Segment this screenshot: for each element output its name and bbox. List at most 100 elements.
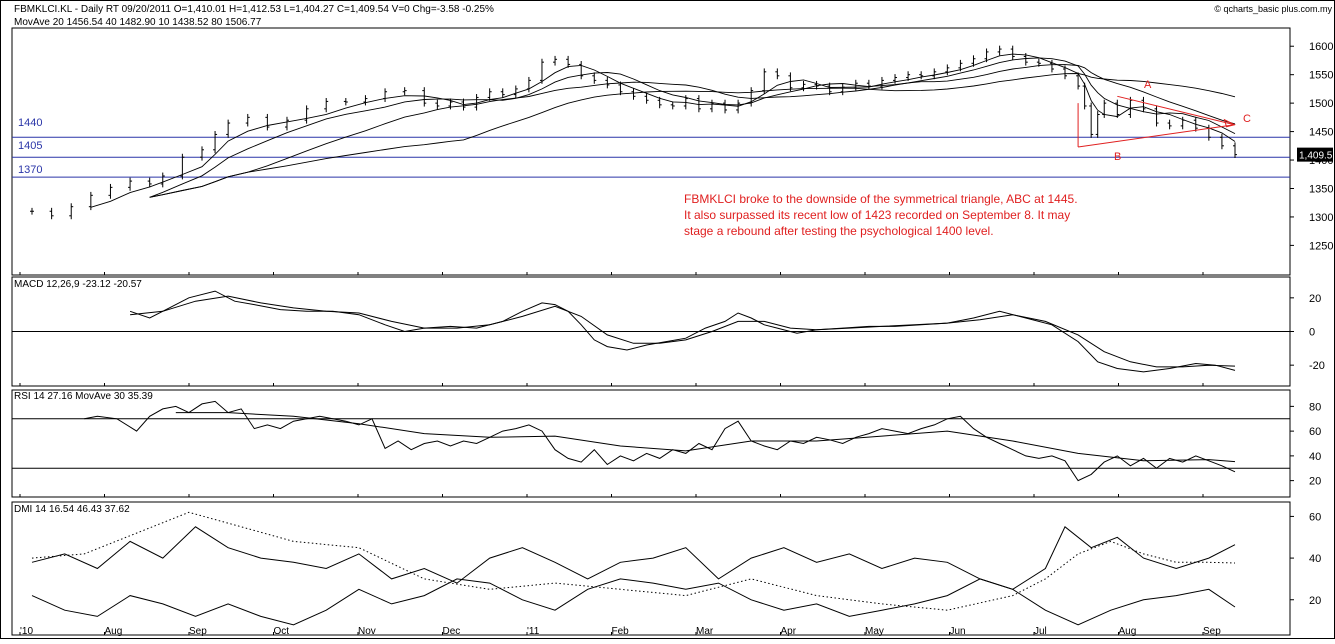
price-bar: [749, 87, 754, 107]
price-bar: [363, 95, 368, 106]
price-bar: [906, 71, 911, 81]
price-bar: [801, 80, 806, 92]
month-label: Dec: [443, 626, 461, 637]
month-label: Oct: [274, 626, 290, 637]
annotation-line-1: FBMKLCI broke to the downside of the sym…: [684, 192, 1078, 206]
month-label: May: [865, 626, 884, 637]
month-label: Jul: [1034, 626, 1047, 637]
symbol-header: FBMKLCI.KL - Daily RT 09/20/2011 O=1,410…: [14, 4, 494, 15]
price-bar: [696, 95, 701, 113]
price-bar: [435, 99, 440, 110]
price-bar: [1233, 142, 1237, 159]
price-bar: [618, 81, 623, 96]
price-ytick-label: 1600: [1309, 41, 1333, 53]
price-bar: [775, 68, 780, 80]
price-bar: [723, 99, 728, 114]
price-bar: [853, 79, 858, 91]
month-label: Feb: [612, 626, 630, 637]
triangle-apex-arrow: [1223, 118, 1236, 128]
price-bar: [226, 119, 231, 138]
price-bar: [1076, 72, 1081, 90]
price-ytick-label: 1300: [1309, 212, 1333, 224]
price-bar: [1089, 102, 1094, 138]
price-bar: [945, 64, 950, 76]
macd-ytick-label: 20: [1309, 293, 1321, 305]
price-bar: [631, 88, 636, 100]
price-bar: [566, 55, 571, 68]
price-bar: [762, 68, 767, 95]
month-label: '11: [527, 626, 540, 637]
moving-average-20: [149, 57, 1236, 198]
price-bar: [866, 79, 871, 90]
price-bar: [69, 203, 74, 220]
price-bar: [605, 76, 610, 89]
price-bar: [526, 76, 531, 93]
price-bar: [284, 116, 289, 131]
dmi-series-2: [31, 526, 1236, 590]
price-bar: [709, 99, 714, 113]
annotation-line-2: It also surpassed its recent low of 1423…: [684, 208, 1070, 222]
rsi-series-rsi14: [84, 400, 1236, 482]
price-bar: [683, 95, 688, 110]
price-bar: [88, 191, 93, 211]
moving-average-10: [90, 53, 1236, 208]
month-label: Apr: [781, 626, 797, 637]
price-bar: [304, 105, 309, 124]
price-bar: [736, 99, 741, 114]
price-bar: [324, 98, 329, 113]
price-bar: [180, 153, 185, 180]
price-bar: [1023, 53, 1028, 66]
price-bar: [579, 61, 584, 80]
price-bar: [827, 82, 832, 96]
price-bar: [500, 88, 505, 99]
price-panel-frame: [11, 27, 1291, 276]
price-bar: [932, 68, 937, 80]
price-bar: [919, 71, 924, 80]
macd-ytick-label: 0: [1309, 327, 1315, 339]
level-label-1370: 1370: [18, 164, 42, 176]
price-bar: [30, 207, 34, 215]
rsi-panel-frame: [11, 389, 1291, 498]
moving-average-80: [149, 73, 1236, 198]
macd-series-signal: [130, 295, 1236, 368]
level-label-1440: 1440: [18, 117, 42, 129]
month-label: Sep: [1203, 626, 1221, 637]
price-bar: [1115, 99, 1120, 118]
rsi-series-movave30: [175, 412, 1236, 463]
price-ytick-label: 1250: [1309, 240, 1333, 252]
price-bar: [343, 98, 348, 106]
month-label: '10: [20, 626, 33, 637]
price-bar: [199, 146, 204, 161]
price-bar: [1180, 116, 1185, 130]
dmi-ytick-label: 40: [1309, 553, 1321, 565]
price-bar: [971, 55, 976, 67]
triangle-upper-line: [1117, 95, 1235, 126]
price-bar: [958, 59, 963, 72]
month-label: Nov: [358, 626, 376, 637]
price-bar: [1102, 99, 1107, 118]
price-bar: [49, 207, 54, 220]
dmi-panel-frame: [11, 501, 1291, 636]
price-bar: [879, 76, 884, 90]
price-bar: [108, 183, 113, 199]
price-bar: [474, 94, 479, 111]
price-bar: [1219, 133, 1224, 150]
price-ytick-label: 1450: [1309, 127, 1333, 139]
rsi-ytick-label: 80: [1309, 401, 1321, 413]
triangle-lower-line: [1078, 124, 1235, 148]
price-bar: [422, 87, 427, 107]
price-bar: [1036, 58, 1041, 67]
price-bar: [383, 88, 388, 102]
last-price-box: [1297, 147, 1333, 162]
dmi-ytick-label: 60: [1309, 511, 1321, 523]
month-label: Jun: [950, 626, 966, 637]
macd-ytick-label: -20: [1309, 360, 1325, 372]
price-bar: [893, 74, 898, 84]
price-bar: [1095, 111, 1100, 138]
dmi-series-1: [31, 578, 1236, 626]
rsi-ytick-label: 20: [1309, 476, 1321, 488]
month-label: Aug: [1119, 626, 1137, 637]
price-bar: [670, 101, 675, 110]
